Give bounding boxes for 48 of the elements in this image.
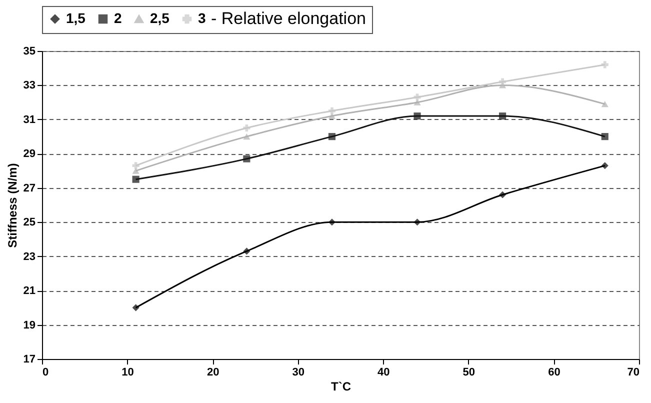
legend-title: - Relative elongation — [211, 9, 366, 28]
y-tick-label: 31 — [23, 114, 36, 126]
point — [328, 112, 336, 120]
x-tick-label: 0 — [42, 366, 49, 378]
point — [601, 100, 608, 108]
point — [328, 107, 336, 114]
x-tick-label: 70 — [627, 366, 640, 378]
point — [328, 133, 336, 140]
x-tick-label: 20 — [206, 366, 220, 378]
legend-label: 3 — [198, 10, 206, 26]
point — [601, 162, 608, 170]
point — [414, 99, 421, 106]
y-tick-label: 35 — [23, 46, 36, 58]
point — [243, 248, 250, 255]
point — [132, 168, 140, 174]
y-tick-label: 19 — [23, 319, 36, 332]
legend-label: 1,5 — [66, 10, 86, 26]
point — [601, 133, 608, 140]
x-tick-label: 50 — [462, 366, 476, 378]
point — [601, 61, 608, 68]
x-tick-label: 30 — [292, 366, 304, 378]
y-axis-title: Stiffness (N/m) — [5, 163, 20, 248]
point — [243, 133, 250, 140]
x-tick-label: 40 — [378, 366, 390, 378]
point — [243, 124, 250, 132]
y-tick-label: 21 — [23, 285, 36, 298]
point — [499, 191, 506, 198]
y-tick-label: 29 — [23, 148, 36, 160]
y-tick-label: 25 — [23, 216, 36, 229]
point — [414, 112, 421, 120]
point — [132, 162, 140, 170]
x-tick-label: 60 — [548, 366, 560, 378]
y-tick-label: 17 — [23, 354, 36, 366]
legend-label: 2 — [114, 10, 122, 26]
point — [414, 218, 421, 226]
x-tick-label: 10 — [122, 366, 134, 378]
y-tick-label: 33 — [23, 80, 36, 92]
point — [414, 94, 421, 101]
y-tick-label: 23 — [23, 250, 36, 263]
point — [499, 78, 506, 86]
point — [499, 112, 506, 120]
x-axis-title: T`C — [331, 380, 352, 394]
point — [328, 218, 336, 226]
y-tick-label: 27 — [23, 182, 36, 194]
point — [243, 155, 250, 162]
point — [132, 304, 140, 312]
legend-label: 2,5 — [150, 10, 170, 26]
point — [132, 176, 140, 183]
